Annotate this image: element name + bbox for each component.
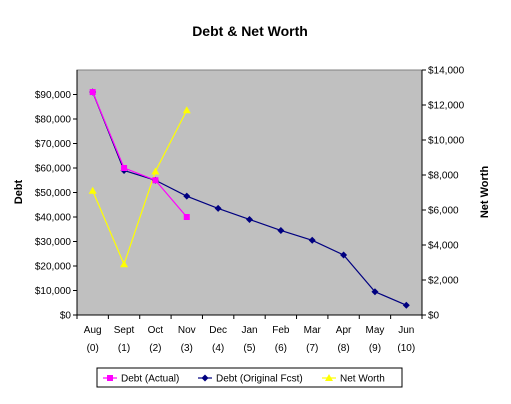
series-net-worth <box>88 106 191 268</box>
x-tick-label: Aug <box>84 325 102 336</box>
x-tick-label: Oct <box>148 325 164 336</box>
right-axis-label: Net Worth <box>479 166 491 219</box>
x-tick-sublabel: (7) <box>306 343 318 354</box>
right-tick-label: $6,000 <box>428 206 459 217</box>
left-tick-label: $80,000 <box>35 115 72 126</box>
x-tick-sublabel: (9) <box>369 343 381 354</box>
left-tick-label: $90,000 <box>35 90 72 101</box>
x-tick-sublabel: (4) <box>212 343 224 354</box>
data-point-debt-actual <box>152 177 159 184</box>
data-point-net-worth <box>120 260 129 268</box>
plot-area <box>76 69 423 316</box>
x-tick-label: Sept <box>114 325 135 336</box>
right-tick-label: $4,000 <box>428 241 459 252</box>
x-tick-sublabel: (3) <box>181 343 193 354</box>
right-axis-ticks: $0 $2,000 $4,000 $6,000 $8,000 $10,000 $12,000… <box>422 66 465 322</box>
left-tick-label: $70,000 <box>35 139 72 150</box>
left-tick-label: $30,000 <box>35 237 72 248</box>
left-tick-label: $20,000 <box>35 262 72 273</box>
right-tick-label: $10,000 <box>428 136 465 147</box>
data-point-debt-original-fcst <box>277 226 285 234</box>
legend-label-debt-original-fcst: Debt (Original Fcst) <box>216 374 303 385</box>
series-layer <box>88 88 410 309</box>
left-tick-label: $0 <box>60 311 72 322</box>
x-tick-label: May <box>366 325 385 336</box>
series-debt-actual <box>89 89 190 220</box>
legend-label-net-worth: Net Worth <box>340 374 385 385</box>
x-tick-sublabel: (10) <box>397 343 415 354</box>
right-tick-label: $8,000 <box>428 171 459 182</box>
x-tick-sublabel: (6) <box>275 343 287 354</box>
data-point-debt-actual <box>183 214 190 220</box>
left-tick-label: $60,000 <box>35 164 72 175</box>
data-point-net-worth <box>88 186 97 194</box>
data-point-debt-original-fcst <box>214 204 222 212</box>
x-tick-label: Nov <box>178 325 196 336</box>
series-line-debt-actual <box>92 91 188 218</box>
left-tick-label: $10,000 <box>35 286 72 297</box>
data-point-debt-original-fcst <box>371 288 379 296</box>
right-tick-label: $0 <box>428 311 440 322</box>
right-tick-label: $2,000 <box>428 276 459 287</box>
data-point-debt-original-fcst <box>308 236 316 244</box>
right-tick-label: $14,000 <box>428 66 465 77</box>
legend-marker-net-worth <box>325 374 333 381</box>
data-point-net-worth <box>151 167 160 175</box>
left-tick-label: $50,000 <box>35 188 72 199</box>
x-tick-sublabel: (0) <box>87 343 99 354</box>
x-tick-sublabel: (5) <box>243 343 255 354</box>
data-point-debt-original-fcst <box>340 251 348 259</box>
data-point-debt-original-fcst <box>183 192 191 200</box>
data-point-debt-original-fcst <box>402 301 410 309</box>
left-axis-label: Debt <box>13 179 25 204</box>
legend: Debt (Actual) Debt (Original Fcst) Net Wor… <box>96 367 403 388</box>
data-point-net-worth <box>182 106 191 114</box>
x-tick-sublabel: (8) <box>337 343 349 354</box>
right-tick-label: $12,000 <box>428 101 465 112</box>
data-point-debt-actual <box>121 165 128 171</box>
x-axis-ticks: Aug (0) Sept (1) Oct (2) Nov (3) Dec (4) Jan (5) Feb… <box>76 315 423 354</box>
x-tick-label: Jan <box>241 325 257 336</box>
series-line-net-worth <box>92 109 188 266</box>
data-point-debt-original-fcst <box>246 215 253 223</box>
legend-marker-debt-original-fcst <box>201 374 209 382</box>
chart-title: Debt & Net Worth <box>192 23 308 39</box>
legend-marker-debt-actual <box>107 375 113 381</box>
x-tick-sublabel: (2) <box>149 343 161 354</box>
left-axis-ticks: $0 $10,000 $20,000 $30,000 $40,000 $50,000 $60… <box>35 90 77 322</box>
legend-box <box>96 367 403 388</box>
data-point-debt-actual <box>89 89 96 96</box>
x-tick-label: Feb <box>272 325 290 336</box>
x-tick-label: Apr <box>336 325 352 336</box>
x-tick-label: Mar <box>304 325 322 336</box>
left-tick-label: $40,000 <box>35 213 72 224</box>
x-tick-sublabel: (1) <box>118 343 130 354</box>
x-tick-label: Jun <box>398 325 414 336</box>
x-tick-label: Dec <box>209 325 227 336</box>
legend-label-debt-actual: Debt (Actual) <box>121 374 179 385</box>
